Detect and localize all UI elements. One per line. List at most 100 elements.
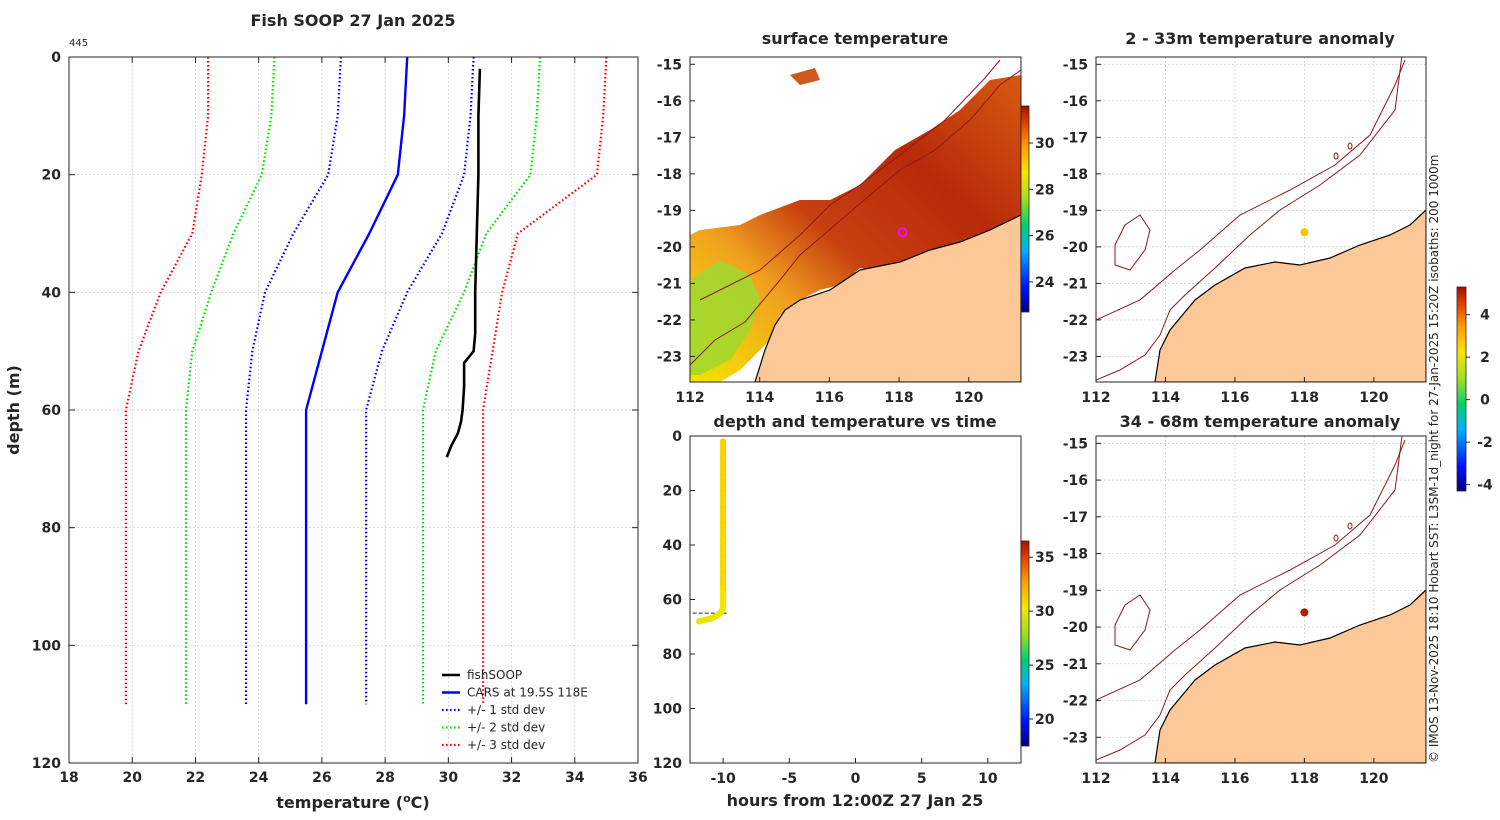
map-y-tick-label: -19 bbox=[657, 203, 682, 219]
sst-colorbar bbox=[1020, 105, 1030, 313]
profile-x-tick-label: 26 bbox=[312, 770, 331, 786]
profile-x-ticks: 18 20 22 24 26 28 30 32 34 36 bbox=[59, 57, 648, 786]
ts-point bbox=[719, 454, 727, 461]
ts-colorbar bbox=[1020, 540, 1030, 747]
anomaly-colorbar-tick-label: 0 bbox=[1480, 393, 1490, 409]
ts-point bbox=[696, 618, 703, 625]
ts-y-tick-label: 0 bbox=[672, 429, 682, 445]
map-y-tick-label: -17 bbox=[1063, 510, 1088, 526]
sst-colorbar-tick-label: 26 bbox=[1035, 229, 1054, 245]
profile-y-ticks: 0 20 40 60 80 100 120 bbox=[32, 50, 638, 772]
ts-colorbar-tick-label: 35 bbox=[1035, 550, 1054, 566]
ts-x-tick-label: 0 bbox=[851, 771, 861, 787]
profile-x-tick-label: 18 bbox=[59, 770, 78, 786]
ts-point bbox=[719, 585, 727, 592]
legend-label: +/- 3 std dev bbox=[467, 738, 545, 752]
anomaly-colorbar bbox=[1456, 286, 1467, 492]
ts-x-tick-label: -5 bbox=[782, 771, 798, 787]
ts-x-tick-label: 10 bbox=[978, 771, 998, 787]
anomaly2-y-ticks: -15 -16 -17 -18 -19 -20 -21 -22 -23 bbox=[1063, 436, 1101, 746]
profile-panel: Fish SOOP 27 Jan 2025 445 18 20 22 24 26 28 30… bbox=[4, 11, 648, 812]
ts-x-tick-label: 5 bbox=[917, 771, 927, 787]
anomaly1-x-ticks: 112 114 116 118 120 bbox=[1081, 377, 1389, 406]
profile-series-1-std-dev-upper bbox=[365, 56, 475, 705]
anomaly-colorbar-ticks: 4 2 0 -2 -4 bbox=[1466, 308, 1493, 494]
profile-series-2-std-dev-upper bbox=[421, 56, 542, 705]
map-y-tick-label: -19 bbox=[1063, 203, 1088, 219]
profile-y-tick-label: 20 bbox=[42, 168, 62, 184]
map-x-tick-label: 120 bbox=[954, 390, 983, 406]
ts-plot-area bbox=[690, 436, 1021, 763]
ts-y-tick-label: 80 bbox=[663, 647, 683, 663]
anomaly-colorbar-tick-label: 2 bbox=[1480, 350, 1490, 366]
profile-y-label: depth (m) bbox=[4, 365, 23, 455]
ts-point bbox=[719, 438, 727, 445]
sst-field bbox=[690, 75, 1021, 382]
ts-colorbar-tick-label: 30 bbox=[1035, 604, 1055, 620]
ts-points bbox=[692, 438, 729, 625]
map-x-tick-label: 112 bbox=[675, 390, 704, 406]
profile-series-1-std-dev bbox=[244, 56, 342, 705]
map-x-tick-label: 118 bbox=[1290, 390, 1319, 406]
sst-land-mask bbox=[754, 214, 1021, 382]
sst-colorbar-tick-label: 30 bbox=[1035, 136, 1055, 152]
anomaly-map-1-panel: 2 - 33m temperature anomaly 112 114 116 118… bbox=[1063, 29, 1427, 406]
map-y-tick-label: -16 bbox=[1063, 473, 1088, 489]
legend-label: +/- 1 std dev bbox=[467, 703, 545, 717]
profile-series-3-std-dev bbox=[124, 57, 210, 705]
map-y-tick-label: -17 bbox=[657, 130, 682, 146]
legend-label: +/- 2 std dev bbox=[467, 721, 545, 735]
ts-title: depth and temperature vs time bbox=[713, 412, 996, 431]
map-y-tick-label: -15 bbox=[657, 57, 682, 73]
profile-x-tick-label: 28 bbox=[375, 770, 394, 786]
profile-series-fishsoop bbox=[445, 68, 482, 458]
anomaly1-reef-b bbox=[1347, 142, 1353, 150]
ts-y-tick-label: 100 bbox=[653, 702, 682, 718]
map-y-tick-label: -18 bbox=[657, 167, 682, 183]
anomaly1-reef-a bbox=[1333, 152, 1339, 160]
ts-point bbox=[719, 503, 727, 511]
ts-y-tick-label: 120 bbox=[653, 756, 682, 772]
profile-y-tick-label: 40 bbox=[42, 285, 62, 301]
map-x-tick-label: 116 bbox=[1220, 771, 1249, 787]
map-y-tick-label: -20 bbox=[657, 240, 683, 256]
time-series-panel: depth and temperature vs time -10 -5 0 5 10 … bbox=[653, 412, 1055, 810]
ts-x-label: hours from 12:00Z 27 Jan 25 bbox=[727, 791, 984, 810]
profile-title: Fish SOOP 27 Jan 2025 bbox=[251, 11, 456, 30]
profile-y-tick-label: 80 bbox=[42, 521, 62, 537]
profile-series-2-std-dev bbox=[184, 56, 276, 705]
profile-series-cars-at-19-5s-118e bbox=[304, 56, 409, 705]
map-y-tick-label: -16 bbox=[1063, 94, 1088, 110]
ts-point bbox=[719, 520, 727, 527]
map-y-tick-label: -22 bbox=[1063, 313, 1088, 329]
profile-x-tick-label: 34 bbox=[565, 770, 585, 786]
map-y-tick-label: -16 bbox=[657, 94, 682, 110]
anomaly1-ship-marker bbox=[1300, 228, 1309, 237]
sst-offshore-patch bbox=[790, 68, 820, 85]
profile-legend: fishSOOP CARS at 19.5S 118E +/- 1 std dev +… bbox=[442, 668, 588, 752]
sst-colorbar-tick-label: 28 bbox=[1035, 182, 1054, 198]
map-x-tick-label: 112 bbox=[1081, 390, 1110, 406]
map-x-tick-label: 114 bbox=[1151, 390, 1180, 406]
anomaly2-x-ticks: 112 114 116 118 120 bbox=[1081, 758, 1389, 787]
sst-title: surface temperature bbox=[762, 29, 949, 48]
ts-y-ticks: 0 20 40 60 80 100 120 bbox=[653, 429, 695, 772]
ts-colorbar-tick-label: 20 bbox=[1035, 712, 1055, 728]
map-y-tick-label: -21 bbox=[1063, 657, 1088, 673]
profile-annotation: 445 bbox=[69, 38, 88, 49]
profile-series bbox=[124, 56, 608, 705]
anomaly2-isobath-200 bbox=[1096, 436, 1403, 761]
ts-x-ticks: -10 -5 0 5 10 bbox=[710, 758, 998, 787]
ts-point bbox=[719, 569, 727, 576]
map-y-tick-label: -15 bbox=[1063, 57, 1088, 73]
map-y-tick-label: -15 bbox=[1063, 436, 1088, 452]
ts-y-tick-label: 40 bbox=[663, 538, 683, 554]
map-x-tick-label: 118 bbox=[884, 390, 913, 406]
profile-x-tick-label: 20 bbox=[122, 770, 142, 786]
map-x-tick-label: 118 bbox=[1290, 771, 1319, 787]
ts-y-tick-label: 20 bbox=[663, 484, 683, 500]
anomaly2-land bbox=[1154, 589, 1426, 763]
map-y-tick-label: -18 bbox=[1063, 167, 1088, 183]
anomaly-colorbar-tick-label: -4 bbox=[1477, 478, 1493, 494]
sst-map-panel: surface temperature 112 114 116 118 120 -15-… bbox=[657, 29, 1055, 406]
